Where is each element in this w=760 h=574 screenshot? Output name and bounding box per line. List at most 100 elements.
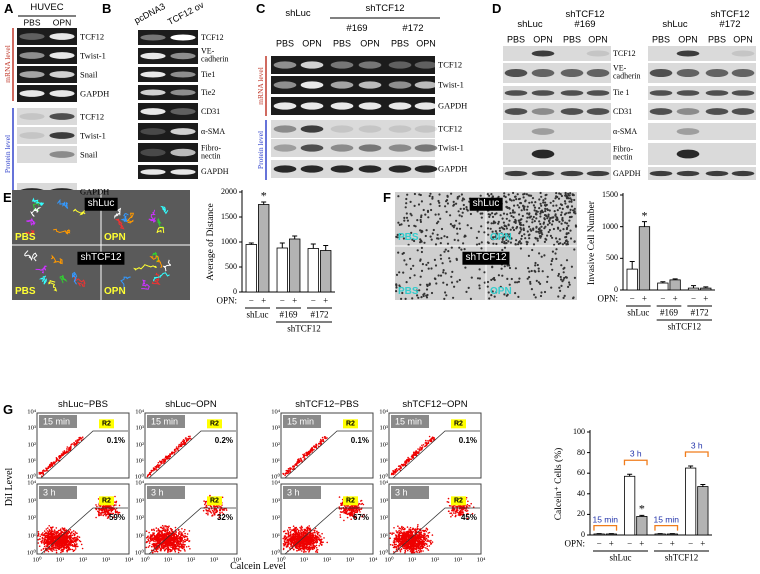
band	[140, 148, 166, 157]
cell	[534, 213, 538, 216]
cell	[573, 276, 577, 279]
event	[47, 527, 49, 529]
event	[338, 496, 341, 498]
band	[388, 144, 412, 152]
event	[287, 530, 290, 533]
event	[52, 530, 54, 533]
cell	[544, 237, 547, 240]
event	[315, 541, 317, 544]
cell	[400, 223, 403, 226]
event	[59, 529, 61, 532]
event	[155, 465, 157, 468]
cell	[440, 227, 444, 231]
cell-track	[72, 208, 86, 216]
cell	[572, 209, 575, 212]
event	[114, 495, 116, 498]
cell	[534, 261, 537, 265]
event	[303, 453, 306, 455]
event	[73, 443, 75, 446]
cell	[412, 264, 415, 267]
cell	[559, 289, 562, 292]
event	[51, 463, 54, 465]
cell	[514, 281, 517, 284]
cell	[458, 222, 461, 225]
event	[40, 549, 43, 551]
event	[315, 549, 318, 551]
cell	[522, 204, 525, 207]
event	[55, 460, 58, 463]
event	[421, 444, 423, 447]
cell	[562, 296, 565, 299]
cell	[469, 297, 472, 300]
event	[180, 534, 183, 536]
event	[396, 469, 399, 472]
event	[55, 551, 58, 554]
cell	[544, 214, 547, 217]
cell	[486, 193, 489, 196]
cell	[522, 224, 525, 227]
event	[155, 535, 158, 537]
cell	[503, 293, 506, 296]
cell	[559, 203, 563, 206]
cell-track	[30, 207, 42, 217]
event	[44, 541, 47, 543]
cell	[560, 222, 563, 225]
band	[170, 169, 196, 175]
event	[187, 539, 189, 541]
cell	[457, 239, 460, 242]
event	[56, 542, 59, 545]
event	[41, 539, 44, 541]
blot-strip	[648, 143, 756, 165]
event	[44, 470, 46, 472]
cell	[563, 276, 566, 280]
cell	[568, 219, 571, 222]
cell	[550, 259, 553, 263]
band	[300, 125, 324, 133]
cell	[516, 281, 519, 284]
event	[315, 544, 318, 547]
event	[163, 529, 165, 532]
event	[326, 541, 329, 544]
cell-track	[31, 197, 44, 206]
event	[53, 535, 56, 537]
cell	[480, 241, 483, 244]
cell	[444, 272, 447, 275]
event	[181, 538, 183, 541]
cell	[525, 240, 528, 243]
event	[59, 544, 62, 547]
cell	[546, 275, 549, 278]
cell	[509, 212, 512, 215]
cell	[395, 235, 398, 238]
event	[76, 532, 78, 535]
cell	[540, 255, 543, 258]
band	[504, 90, 528, 96]
event	[118, 504, 121, 507]
cell	[537, 230, 540, 233]
event	[302, 547, 305, 549]
cell	[515, 239, 518, 242]
band	[531, 90, 555, 96]
event	[303, 541, 306, 543]
cell	[491, 230, 494, 233]
cell	[558, 220, 561, 223]
band	[676, 149, 700, 159]
event	[166, 529, 169, 531]
event	[302, 530, 305, 533]
event	[307, 547, 309, 549]
event	[157, 463, 159, 466]
cell	[525, 243, 529, 246]
event	[174, 545, 177, 548]
event	[297, 529, 300, 532]
cell	[523, 233, 526, 236]
band	[273, 102, 297, 110]
cell	[527, 234, 530, 237]
cell	[446, 242, 450, 245]
cell-track	[162, 259, 172, 272]
event	[407, 461, 410, 463]
cell	[490, 222, 493, 225]
event	[42, 532, 44, 534]
cell	[569, 208, 572, 211]
cell	[506, 233, 509, 236]
cell	[425, 229, 428, 232]
cell	[527, 254, 531, 257]
